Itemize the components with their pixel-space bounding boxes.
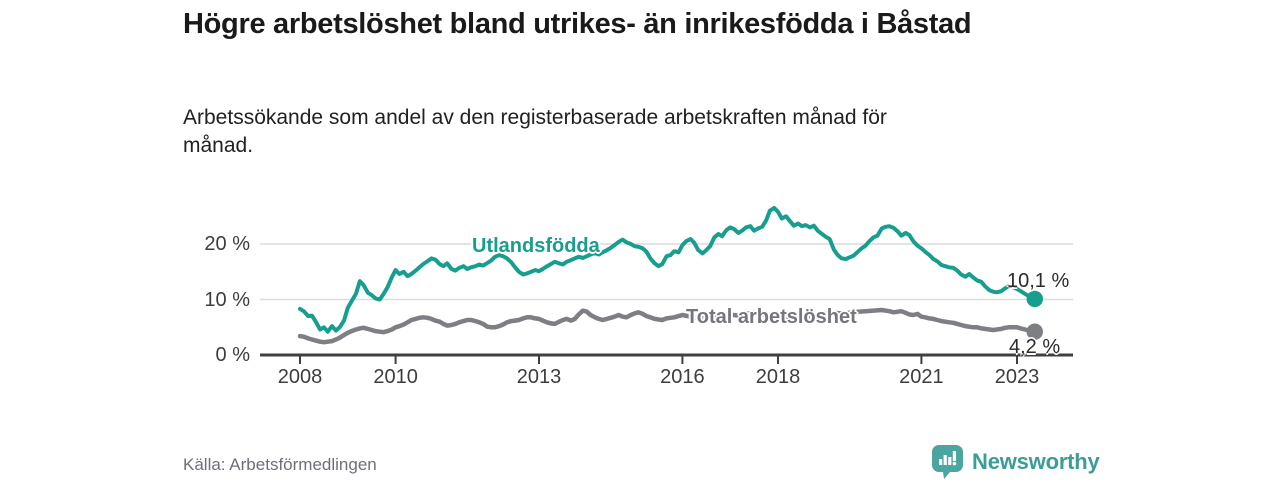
x-tick-label: 2013 bbox=[516, 366, 562, 388]
newsworthy-wordmark: Newsworthy bbox=[972, 449, 1100, 474]
chart-subtitle: Arbetssökande som andel av den registerb… bbox=[183, 106, 887, 157]
x-tick-label: 2018 bbox=[755, 366, 801, 388]
x-tick-label: 2010 bbox=[373, 366, 418, 388]
newsworthy-bubble-chart-icon bbox=[932, 445, 963, 479]
x-tick-label: 2008 bbox=[277, 366, 323, 388]
x-tick-label: 2021 bbox=[899, 366, 944, 388]
source-attribution: Källa: Arbetsförmedlingen bbox=[183, 455, 377, 474]
end-dot-utlandsfodda bbox=[1026, 290, 1043, 308]
y-tick-label: 0 % bbox=[215, 344, 250, 366]
newsworthy-logo: Newsworthy bbox=[932, 445, 1100, 479]
x-tick-label: 2016 bbox=[660, 366, 705, 388]
series-label-total-arbetsloshet: Total arbetslöshet bbox=[686, 306, 857, 328]
series-label-utlandsfodda: Utlandsfödda bbox=[472, 235, 600, 257]
series-line-total bbox=[297, 307, 1036, 345]
end-value-label-utlandsfodda: 10,1 % bbox=[1007, 270, 1070, 292]
page-title: Högre arbetslöshet bland utrikes- än inr… bbox=[183, 8, 972, 40]
end-value-label-total: 4,2 % bbox=[1009, 336, 1061, 358]
end-dot-total bbox=[1026, 323, 1043, 340]
y-tick-label: 10 % bbox=[204, 288, 250, 311]
series-line-utlandsfodda bbox=[298, 205, 1035, 334]
y-tick-label: 20 % bbox=[204, 233, 250, 255]
x-tick-label: 2023 bbox=[994, 366, 1040, 388]
